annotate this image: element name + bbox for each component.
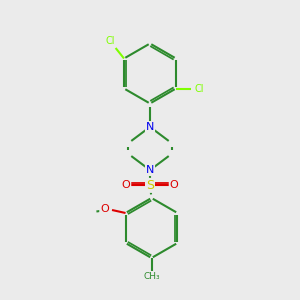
Text: N: N <box>146 122 154 132</box>
Text: O: O <box>122 180 130 190</box>
Text: O: O <box>100 204 109 214</box>
Text: Cl: Cl <box>106 36 115 46</box>
Text: N: N <box>146 165 154 175</box>
Text: CH₃: CH₃ <box>143 272 160 281</box>
Text: O: O <box>169 180 178 190</box>
Text: Cl: Cl <box>195 83 204 94</box>
Text: S: S <box>146 179 154 192</box>
